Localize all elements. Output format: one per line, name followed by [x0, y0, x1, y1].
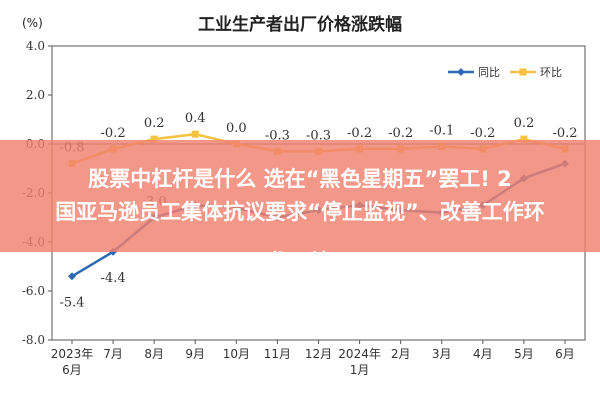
- data-label: -0.3: [306, 128, 331, 143]
- data-label: -0.2: [470, 126, 495, 141]
- legend-label: 环比: [540, 66, 562, 79]
- data-label: -0.2: [101, 126, 126, 141]
- legend-marker: [519, 68, 527, 76]
- data-label: -5.4: [59, 295, 84, 310]
- data-label: 0.4: [185, 111, 206, 126]
- overlay-line-1[interactable]: 股票中杠杆是什么 选在“黑色星期五”罢工! 2: [88, 167, 512, 191]
- y-tick-label: -6.0: [22, 284, 45, 298]
- data-label: 0.2: [514, 116, 535, 131]
- data-label: -0.3: [265, 128, 290, 143]
- x-tick-label: 6月: [62, 363, 82, 377]
- overlay-line-3-text: 作环境: [269, 250, 332, 260]
- data-label: -4.4: [101, 271, 126, 286]
- overlay-line-2[interactable]: 国亚马逊员工集体抗议要求“停止监视”、改善工作环: [55, 200, 545, 224]
- x-tick-label: 12月: [305, 347, 332, 361]
- x-tick-label: 2024年: [338, 347, 381, 361]
- data-label: -0.2: [388, 126, 413, 141]
- y-tick-label: -8.0: [22, 333, 45, 347]
- data-label: -0.2: [552, 126, 577, 141]
- chart-title: 工业生产者出厂价格涨跌幅: [198, 14, 402, 35]
- data-point: [68, 272, 76, 281]
- data-point: [191, 130, 199, 138]
- overlay-banner: [0, 140, 600, 252]
- x-tick-label: 9月: [185, 347, 205, 361]
- x-tick-label: 7月: [103, 347, 123, 361]
- data-point: [520, 135, 528, 143]
- x-tick-label: 2023年: [51, 347, 94, 361]
- x-tick-label: 1月: [350, 363, 370, 377]
- data-point: [150, 135, 158, 143]
- x-tick-label: 2月: [391, 347, 411, 361]
- data-label: -0.1: [429, 123, 454, 138]
- data-label: -0.2: [347, 126, 372, 141]
- legend: 同比 环比: [448, 66, 562, 79]
- x-tick-label: 5月: [514, 347, 534, 361]
- x-tick-label: 11月: [264, 347, 291, 361]
- x-tick-label: 8月: [144, 347, 164, 361]
- data-label: 0.0: [226, 121, 247, 136]
- x-tick-label: 10月: [223, 347, 250, 361]
- y-tick-label: 4.0: [26, 39, 45, 53]
- x-tick-label: 6月: [555, 347, 575, 361]
- data-label: 0.2: [144, 116, 165, 131]
- y-tick-label: 2.0: [26, 88, 45, 102]
- x-tick-label: 4月: [473, 347, 493, 361]
- y-axis-unit: (%): [22, 16, 43, 30]
- overlay-line-3[interactable]: 作环境: [0, 246, 600, 260]
- legend-marker: [457, 68, 465, 76]
- legend-label: 同比: [478, 66, 500, 79]
- x-tick-label: 3月: [432, 347, 452, 361]
